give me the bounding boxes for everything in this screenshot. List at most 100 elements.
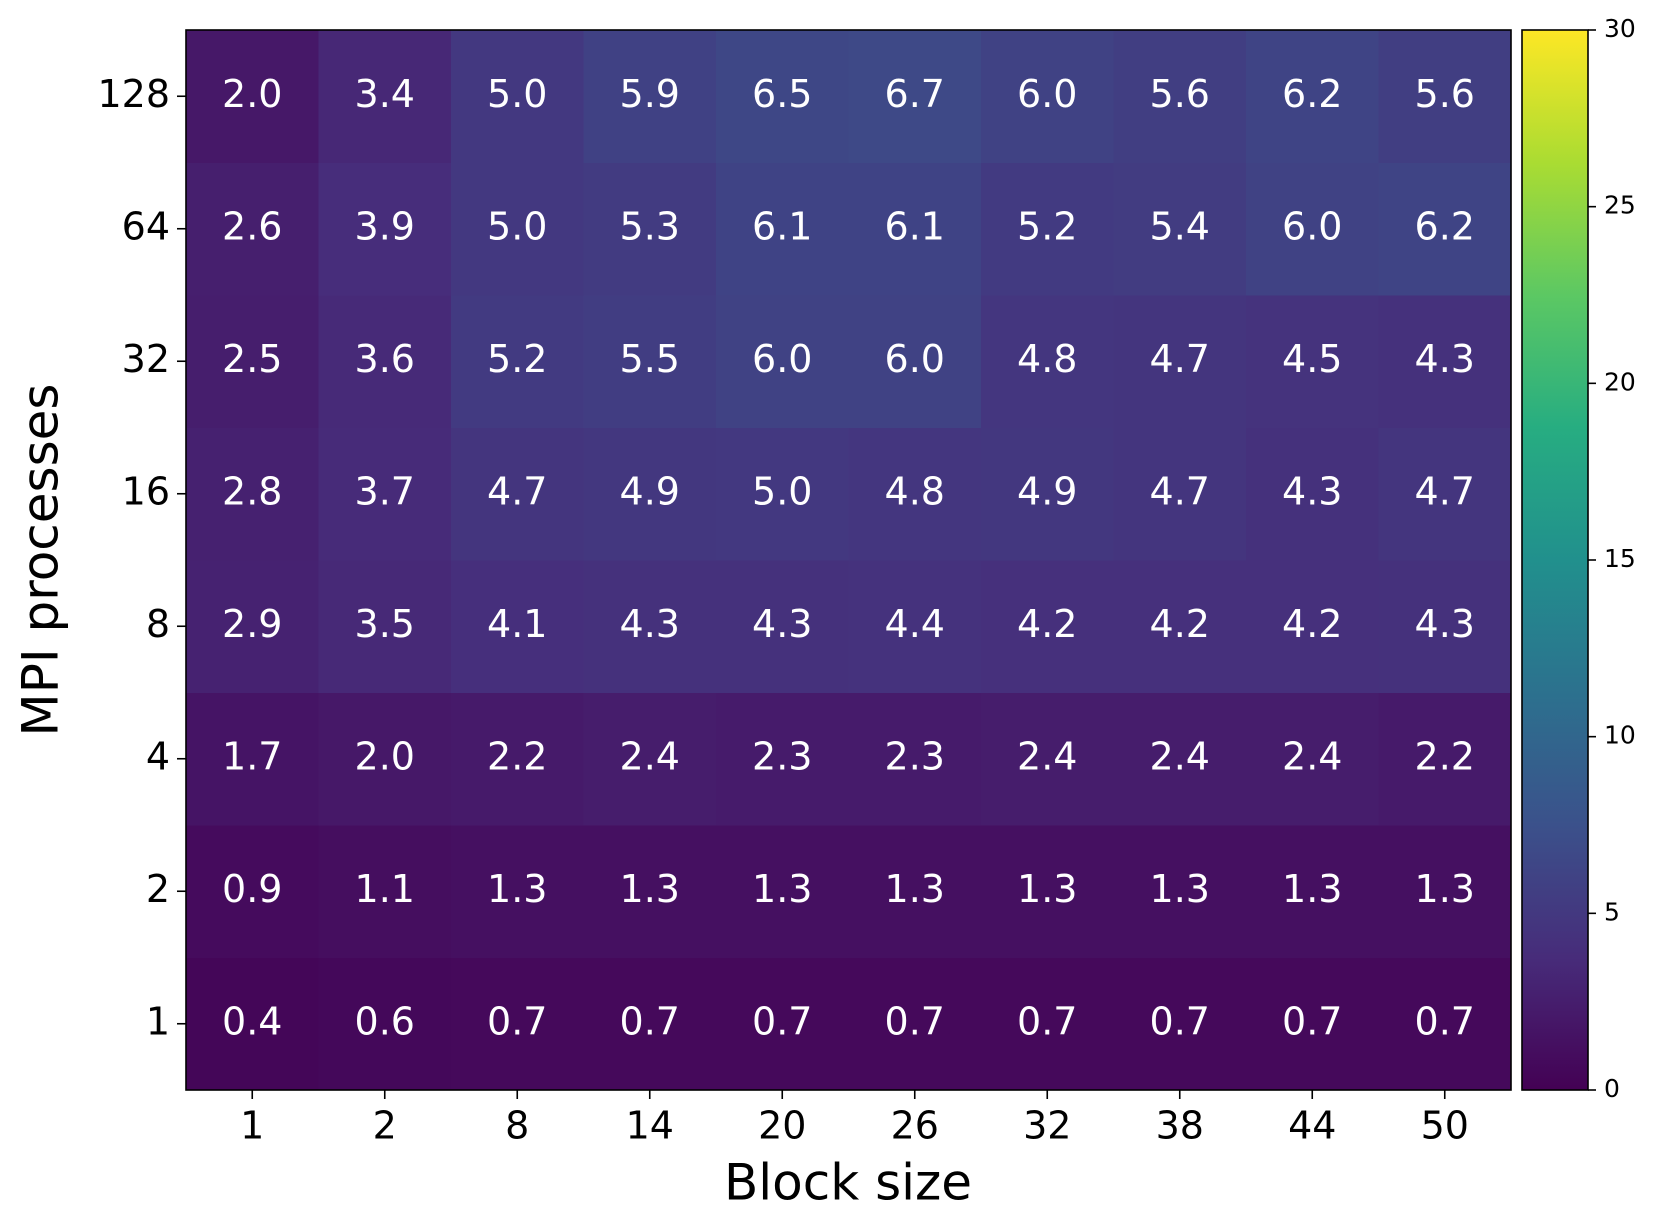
cell-label: 4.2 <box>1150 602 1210 646</box>
colorbar-tick-label: 15 <box>1604 544 1636 573</box>
heatmap-cell <box>583 30 717 163</box>
cell-label: 0.7 <box>885 999 945 1043</box>
cell-label: 4.2 <box>1017 602 1077 646</box>
y-tick-label: 16 <box>122 469 170 513</box>
x-tick-label: 50 <box>1421 1104 1469 1148</box>
heatmap-cell <box>451 30 584 163</box>
y-tick-label: 128 <box>97 72 170 116</box>
cell-label: 4.3 <box>752 602 812 646</box>
cell-label: 6.7 <box>885 72 945 116</box>
cell-label: 2.4 <box>1150 734 1210 778</box>
cell-label: 0.7 <box>487 999 547 1043</box>
cell-label: 1.3 <box>885 867 945 911</box>
y-tick-label: 64 <box>122 204 170 248</box>
heatmap-cell <box>848 957 982 1091</box>
y-tick-label: 4 <box>146 734 170 778</box>
cell-label: 2.3 <box>752 734 812 778</box>
heatmap-cell <box>848 560 982 693</box>
heatmap-cell <box>186 30 319 163</box>
plot-frame <box>185 29 1512 1091</box>
cell-label: 4.7 <box>1415 469 1475 513</box>
heatmap-cell <box>981 427 1114 561</box>
heatmap-cell <box>848 427 982 561</box>
heatmap-cell <box>1113 692 1247 826</box>
cell-label: 2.0 <box>222 72 282 116</box>
cell-label: 4.3 <box>1415 602 1475 646</box>
cell-label: 6.5 <box>752 72 812 116</box>
cell-label: 1.3 <box>1150 867 1210 911</box>
cell-label: 4.3 <box>1415 337 1475 381</box>
cell-label: 4.2 <box>1282 602 1342 646</box>
y-tick-label: 2 <box>146 867 170 911</box>
heatmap-cell <box>981 957 1114 1091</box>
heatmap-cell <box>186 957 319 1091</box>
heatmap-cell <box>1113 162 1247 296</box>
heatmap-cell <box>583 295 717 428</box>
heatmap-cell <box>1113 560 1247 693</box>
heatmap-cell <box>318 825 452 958</box>
cell-label: 5.0 <box>752 469 812 513</box>
heatmap-cell <box>716 162 849 296</box>
cell-label: 4.5 <box>1282 337 1342 381</box>
heatmap-cell <box>1378 295 1512 428</box>
heatmap-cell <box>1113 427 1247 561</box>
heatmap-cell <box>1378 30 1512 163</box>
heatmap-cell <box>451 162 584 296</box>
heatmap-cell <box>981 825 1114 958</box>
cell-label: 4.8 <box>1017 337 1077 381</box>
heatmap-cell <box>1246 162 1379 296</box>
cell-label: 0.7 <box>1282 999 1342 1043</box>
cell-label: 6.0 <box>885 337 945 381</box>
cell-label: 2.9 <box>222 602 282 646</box>
cell-label: 0.6 <box>355 999 415 1043</box>
cell-label: 5.3 <box>620 204 680 248</box>
cell-label: 4.9 <box>1017 469 1077 513</box>
cell-label: 1.3 <box>1415 867 1475 911</box>
heatmap-cell <box>583 427 717 561</box>
cell-label: 3.5 <box>355 602 415 646</box>
cell-label: 0.7 <box>620 999 680 1043</box>
heatmap-cell <box>1378 162 1512 296</box>
cell-label: 1.3 <box>752 867 812 911</box>
heatmap-cell <box>186 560 319 693</box>
cell-label: 5.4 <box>1150 204 1210 248</box>
cell-label: 4.7 <box>1150 337 1210 381</box>
x-tick-label: 26 <box>891 1104 939 1148</box>
heatmap-cell <box>186 162 319 296</box>
cell-label: 5.5 <box>620 337 680 381</box>
heatmap-cell <box>186 825 319 958</box>
cell-label: 0.7 <box>1150 999 1210 1043</box>
cell-label: 4.3 <box>620 602 680 646</box>
heatmap-cell <box>716 295 849 428</box>
heatmap-cell <box>451 560 584 693</box>
cell-label: 6.2 <box>1415 204 1475 248</box>
cell-label: 2.3 <box>885 734 945 778</box>
cell-label: 5.6 <box>1415 72 1475 116</box>
cell-label: 0.7 <box>752 999 812 1043</box>
cell-label: 6.2 <box>1282 72 1342 116</box>
heatmap-cell <box>451 957 584 1091</box>
heatmap-cell <box>451 295 584 428</box>
cell-label: 2.2 <box>487 734 547 778</box>
heatmap-cell <box>1378 825 1512 958</box>
cell-label: 4.9 <box>620 469 680 513</box>
x-tick-label: 44 <box>1288 1104 1336 1148</box>
cell-label: 1.7 <box>222 734 282 778</box>
heatmap-cell <box>583 957 717 1091</box>
heatmap-cell <box>848 692 982 826</box>
heatmap-cell <box>1113 30 1247 163</box>
heatmap-cell <box>451 825 584 958</box>
heatmap-cell <box>1378 560 1512 693</box>
cell-label: 2.4 <box>1017 734 1077 778</box>
heatmap-cell <box>186 295 319 428</box>
x-tick-label: 8 <box>505 1104 529 1148</box>
heatmap-cell <box>981 30 1114 163</box>
heatmap-cell <box>318 692 452 826</box>
cell-label: 0.7 <box>1415 999 1475 1043</box>
heatmap-cell <box>848 162 982 296</box>
cell-label: 1.3 <box>620 867 680 911</box>
cell-label: 3.7 <box>355 469 415 513</box>
cell-label: 4.7 <box>1150 469 1210 513</box>
heatmap-cell <box>716 427 849 561</box>
